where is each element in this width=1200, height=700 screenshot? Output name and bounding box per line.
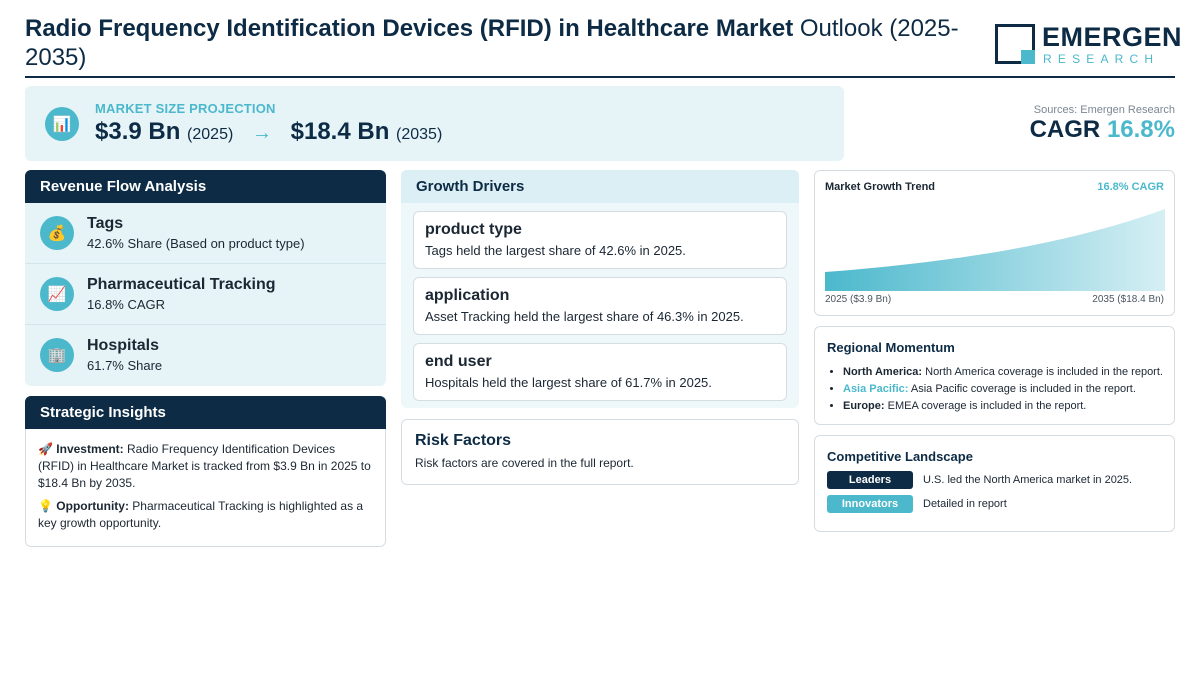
leaders-badge: Leaders [827, 471, 913, 489]
region-item: Europe: EMEA coverage is included in the… [843, 398, 1168, 415]
revenue-item-name: Hospitals [87, 337, 160, 354]
cagr-summary: CAGR 16.8% [1030, 116, 1175, 144]
driver-name: application [425, 287, 510, 304]
region-text: EMEA coverage is included in the report. [884, 400, 1087, 412]
competitive-title: Competitive Landscape [827, 449, 973, 464]
revenue-item-name: Tags [87, 215, 124, 232]
projection-start-value: $3.9 Bn [95, 118, 181, 145]
projection-start-year: (2025) [187, 126, 234, 143]
region-text: Asia Pacific coverage is included in the… [908, 383, 1136, 395]
region-item: North America: North America coverage is… [843, 364, 1168, 381]
trend-area-chart [825, 209, 1165, 291]
projection-end-value: $18.4 Bn [290, 118, 390, 145]
strategic-insights-title: Strategic Insights [25, 396, 386, 429]
driver-item: application Asset Tracking held the larg… [413, 277, 787, 335]
competitive-landscape-card: Competitive Landscape Leaders U.S. led t… [814, 435, 1175, 532]
insight-investment-text: Radio Frequency Identification Devices (… [38, 442, 371, 490]
trend-area-series [825, 209, 1165, 291]
projection-label: MARKET SIZE PROJECTION [95, 101, 276, 116]
revenue-item-name: Pharmaceutical Tracking [87, 276, 276, 293]
insight-investment-label: Investment: [56, 442, 124, 456]
projection-values: $3.9 Bn (2025) → $18.4 Bn (2035) [95, 118, 442, 146]
trend-end-label: 2035 ($18.4 Bn) [1092, 294, 1164, 305]
trend-cagr: 16.8% CAGR [1097, 181, 1164, 193]
emergen-logo[interactable]: EMERGEN RESEARCH [995, 22, 1182, 66]
rocket-icon: 🚀 [38, 442, 53, 456]
regional-momentum-card: Regional Momentum North America: North A… [814, 326, 1175, 425]
revenue-item-sub: 61.7% Share [87, 358, 163, 373]
regional-list: North America: North America coverage is… [843, 364, 1168, 415]
region-text: North America coverage is included in th… [922, 366, 1163, 378]
money-bag-icon: 💰 [40, 216, 74, 250]
revenue-item-sub: 16.8% CAGR [87, 297, 166, 312]
trend-chart-icon: 📈 [40, 277, 74, 311]
trend-start-label: 2025 ($3.9 Bn) [825, 294, 892, 305]
insight-opportunity: 💡 Opportunity: Pharmaceutical Tracking i… [26, 498, 385, 532]
driver-name: product type [425, 221, 522, 238]
driver-item: end user Hospitals held the largest shar… [413, 343, 787, 401]
logo-word: EMERGEN [1042, 22, 1183, 52]
innovators-badge: Innovators [827, 495, 913, 513]
region-name: Europe: [843, 400, 885, 412]
innovators-text: Detailed in report [923, 498, 1007, 510]
arrow-right-icon: → [251, 122, 272, 144]
revenue-flow-card: Revenue Flow Analysis 💰 Tags 42.6% Share… [25, 170, 386, 386]
insight-opportunity-label: Opportunity: [56, 499, 129, 513]
cagr-value: 16.8% [1106, 116, 1175, 143]
leaders-text: U.S. led the North America market in 202… [923, 474, 1133, 486]
risk-factors-card: Risk Factors Risk factors are covered in… [401, 419, 799, 485]
market-size-projection: 📊 MARKET SIZE PROJECTION $3.9 Bn (2025) … [25, 86, 844, 161]
trend-title: Market Growth Trend [825, 181, 936, 193]
market-growth-trend-card: Market Growth Trend 16.8% CAGR 2025 ($3.… [814, 170, 1175, 316]
lightbulb-icon: 💡 [38, 499, 53, 513]
cagr-label: CAGR [1029, 116, 1101, 143]
insight-investment: 🚀 Investment: Radio Frequency Identifica… [26, 441, 385, 492]
risk-factors-title: Risk Factors [415, 432, 512, 449]
page-title-bold: Radio Frequency Identification Devices (… [25, 15, 794, 42]
page-title: Radio Frequency Identification Devices (… [25, 14, 985, 72]
strategic-insights-card: Strategic Insights 🚀 Investment: Radio F… [25, 396, 386, 547]
growth-drivers-card: Growth Drivers product type Tags held th… [401, 170, 799, 408]
driver-item: product type Tags held the largest share… [413, 211, 787, 269]
logo-mark-icon [995, 24, 1035, 64]
revenue-item: 📈 Pharmaceutical Tracking 16.8% CAGR [25, 264, 386, 325]
revenue-item: 🏢 Hospitals 61.7% Share [25, 325, 386, 386]
insight-opportunity-text: Pharmaceutical Tracking is highlighted a… [38, 499, 364, 530]
regional-title: Regional Momentum [827, 340, 955, 355]
logo-subword: RESEARCH [1043, 52, 1160, 66]
page-title-rest: Outlook (2025-2035) [25, 15, 959, 71]
driver-desc: Hospitals held the largest share of 61.7… [425, 375, 712, 390]
driver-desc: Tags held the largest share of 42.6% in … [425, 243, 686, 258]
region-name: Asia Pacific: [843, 383, 909, 395]
projection-end-year: (2035) [396, 126, 443, 143]
revenue-item: 💰 Tags 42.6% Share (Based on product typ… [25, 203, 386, 264]
revenue-item-sub: 42.6% Share (Based on product type) [87, 236, 305, 251]
sources-note: Sources: Emergen Research [1033, 104, 1175, 116]
page-header: Radio Frequency Identification Devices (… [25, 14, 1182, 78]
revenue-flow-title: Revenue Flow Analysis [25, 170, 386, 203]
region-item: Asia Pacific: Asia Pacific coverage is i… [843, 381, 1168, 398]
bar-chart-icon: 📊 [45, 107, 79, 141]
driver-desc: Asset Tracking held the largest share of… [425, 309, 744, 324]
driver-name: end user [425, 353, 492, 370]
risk-factors-desc: Risk factors are covered in the full rep… [415, 456, 634, 470]
growth-drivers-title: Growth Drivers [401, 170, 799, 203]
hospital-icon: 🏢 [40, 338, 74, 372]
region-name: North America: [843, 366, 923, 378]
